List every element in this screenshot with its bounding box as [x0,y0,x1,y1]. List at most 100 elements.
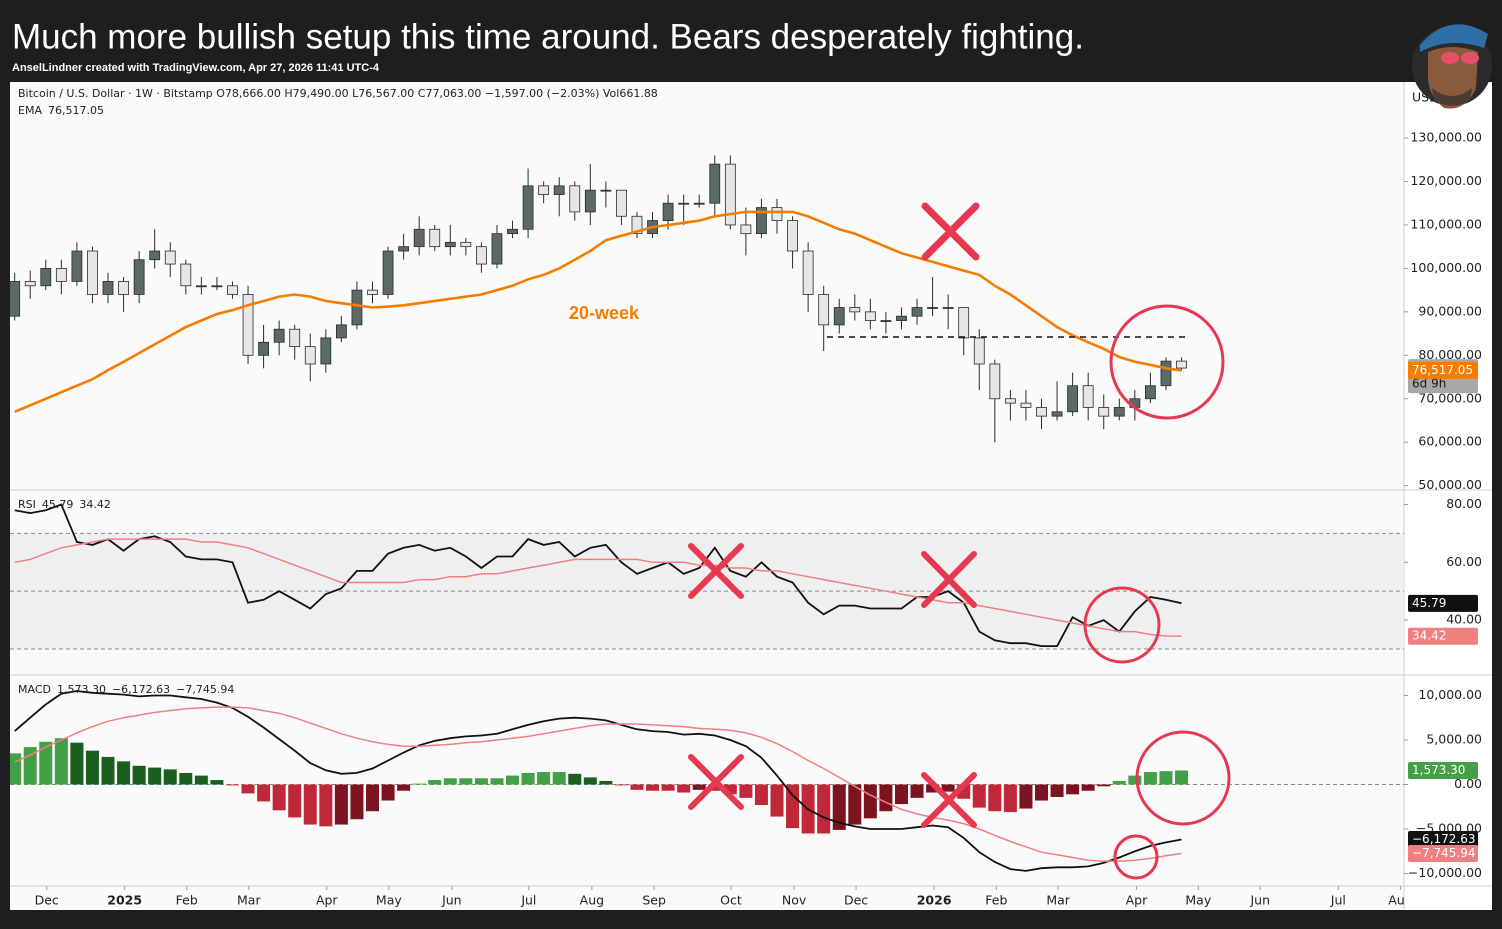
histogram-bar [10,753,22,785]
indicator-price-label: −7,745.94 [1412,846,1476,860]
histogram-bar [257,784,271,802]
time-axis: Dec 2025 Feb Mar Apr May Jun Jul Aug Sep Oct Nov Dec… [35,886,1404,908]
candle-body [818,294,830,326]
chart-title: Much more bullish setup this time around… [12,17,1084,56]
x-tick-label: Mar [237,893,261,908]
candle-body [195,285,207,288]
candle-body [87,250,98,295]
histogram-bar [303,784,317,825]
x-mark [921,551,977,608]
x-tick-label: Sep [642,893,666,908]
candle-body [802,250,814,295]
candle-body [1067,385,1079,413]
candle-body [553,185,565,195]
histogram-bar [397,784,411,791]
histogram-bar [630,784,644,790]
histogram-bar [85,750,99,785]
legend-value: −7,745.94 [176,683,234,696]
candle-body [304,346,316,365]
candle-body [631,215,643,235]
histogram-bar [568,773,582,785]
histogram-price-label: 1,573.30 [1412,763,1465,777]
histogram-bar [692,784,706,790]
histogram-bar [972,784,986,808]
histogram-bar [661,784,675,791]
histogram-bar [646,784,660,791]
x-mark [688,543,744,599]
histogram-bar [225,784,239,786]
candle-body [102,281,114,295]
y-tick-label: 80.00 [1446,496,1482,511]
histogram-bar [179,772,193,785]
histogram-bar [723,784,737,795]
histogram-bar [350,784,364,820]
x-tick-label: May [1185,893,1211,908]
x-tick-label: 2026 [917,893,952,908]
legend-value: 34.42 [79,498,111,511]
histogram-bar [148,767,162,785]
histogram-bar [1128,775,1142,785]
histogram-bar [194,775,208,785]
histogram-bar [428,780,442,785]
histogram-bar [941,784,955,792]
histogram-bar [894,784,908,805]
candle-body [880,320,892,322]
candle-body [320,337,332,365]
pane: −10,000.00−5,000.000.005,000.0010,000.00… [10,683,1482,880]
candle-body [927,307,938,309]
indicator-line [14,690,1182,872]
histogram-bar [926,784,940,793]
y-tick-label: 70,000.00 [1418,390,1482,405]
candle-body [149,250,161,261]
histogram-bar [319,784,333,827]
histogram-price-label-box [1408,761,1478,779]
y-tick-label: 80,000.00 [1418,347,1482,362]
highlight-circle [1083,586,1161,664]
plot-background [10,82,1492,910]
y-tick-label: 110,000.00 [1410,216,1482,231]
x-mark [921,202,980,261]
x-tick-label: Aug [580,893,604,908]
candle-body [538,185,550,195]
candle-body [709,163,721,204]
indicator-price-label: 34.42 [1412,629,1446,643]
candle-body [460,241,472,248]
histogram-bar [1143,772,1157,785]
candle-body [273,328,285,343]
legend-value: 45.79 [42,498,74,511]
annotation: 20-week [569,303,640,323]
histogram-bar [910,784,924,798]
candle-body [989,363,1001,400]
candle-body [864,311,876,321]
histogram-bar [786,784,800,829]
candle-body [335,324,347,339]
histogram-bar [521,772,535,785]
candle-body [1160,360,1172,387]
pane: 50,000.00 60,000.00 70,000.00 80,000.00 90,0… [10,87,1482,492]
y-tick-label: 130,000.00 [1410,130,1482,145]
histogram-bar [288,784,302,818]
pane: 40.00 60.00 80.00 RSI 45.79 34.42 45.79 34.42 [10,496,1482,650]
x-tick-label: Oct [720,893,742,908]
candle-body [756,207,767,235]
candle-body [973,337,985,365]
candle-body [1020,402,1032,408]
histogram-bar [754,784,768,805]
histogram-bar [474,778,488,785]
candle-body [55,268,67,282]
candle-body [740,224,752,235]
legend-value: 1,573.30 [57,683,106,696]
histogram-bar [1175,770,1189,785]
ema-price-label-box [1408,361,1478,379]
x-tick-label: Dec [35,893,59,908]
candle-body [258,341,269,356]
y-tick-label: 50,000.00 [1418,477,1482,492]
candle-body [1051,411,1063,417]
indicator-line [14,503,1182,647]
legend-name: EMA [18,104,42,117]
histogram-bar [54,738,68,785]
candle-body [413,228,425,248]
x-mark [921,772,977,828]
last-price-label-countdown: 6d 9h [1412,377,1446,391]
